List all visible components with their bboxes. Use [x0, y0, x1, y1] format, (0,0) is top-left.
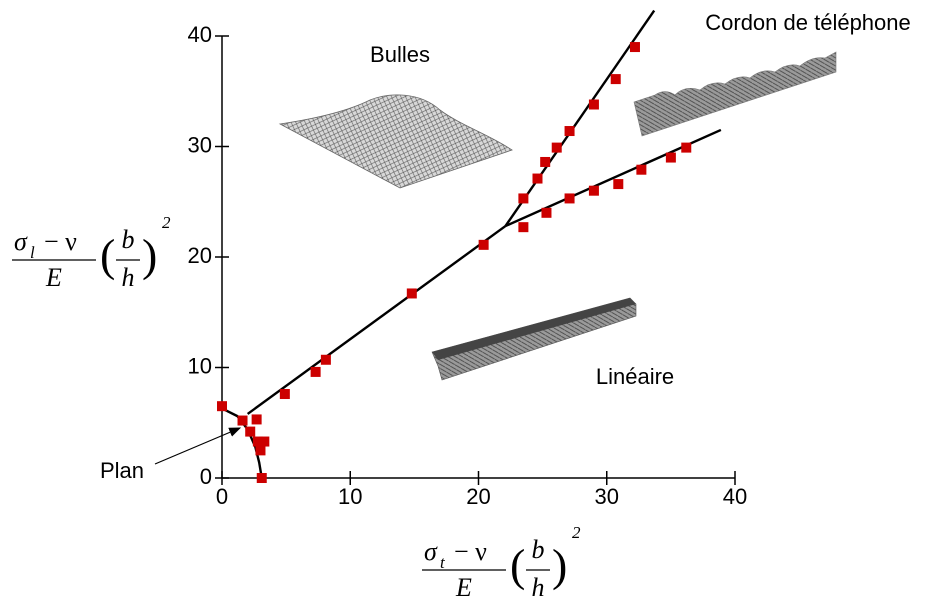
y-tick-label: 20 — [188, 243, 212, 268]
x-tick-label: 30 — [595, 484, 619, 509]
label-part: E — [455, 573, 472, 602]
data-point — [610, 74, 621, 85]
paren: ) — [552, 540, 567, 591]
data-point — [251, 414, 262, 425]
data-point — [564, 126, 575, 137]
data-point — [588, 99, 599, 110]
label-part: σ — [424, 537, 438, 566]
fit-line — [504, 9, 656, 227]
x-tick-label: 0 — [216, 484, 228, 509]
data-point — [237, 415, 248, 426]
data-point — [478, 239, 489, 250]
annotation: Linéaire — [596, 364, 674, 389]
x-axis-label: σ t − ν E ( b h ) 2 — [422, 523, 581, 602]
annotation: Plan — [100, 458, 144, 483]
data-point — [320, 354, 331, 365]
data-point — [588, 185, 599, 196]
data-point — [217, 401, 227, 412]
data-point — [256, 473, 267, 483]
data-point — [541, 207, 552, 218]
phone-cord-shape — [633, 51, 837, 137]
fit-line — [221, 407, 263, 479]
data-point — [255, 445, 266, 456]
y-axis-label: σ l − ν E ( b h ) 2 — [12, 213, 171, 292]
paren: ( — [100, 230, 115, 281]
label-part: − ν — [454, 537, 487, 566]
data-point — [252, 436, 263, 447]
annotation-arrow — [154, 427, 242, 465]
data-point — [665, 152, 676, 163]
label-part: t — [440, 553, 446, 572]
data-point — [681, 142, 692, 153]
data-point — [540, 156, 551, 167]
data-point — [245, 426, 256, 437]
data-point — [310, 366, 321, 377]
label-part: 2 — [572, 523, 581, 542]
data-point — [532, 173, 543, 184]
annotation: Cordon de téléphone — [705, 10, 911, 35]
y-tick-label: 0 — [200, 464, 212, 489]
bubble-shape — [278, 94, 513, 189]
data-point — [564, 193, 575, 204]
paren: ( — [510, 540, 525, 591]
y-tick-label: 30 — [188, 132, 212, 157]
data-point — [636, 164, 647, 175]
y-tick-label: 40 — [188, 22, 212, 47]
data-point — [406, 288, 417, 299]
x-tick-label: 40 — [723, 484, 747, 509]
label-part: b — [122, 225, 135, 254]
x-tick-label: 10 — [338, 484, 362, 509]
annotation: Bulles — [370, 42, 430, 67]
label-part: E — [45, 263, 62, 292]
label-part: σ — [14, 227, 28, 256]
label-part: − ν — [44, 227, 77, 256]
paren: ) — [142, 230, 157, 281]
data-point — [259, 436, 270, 447]
data-point — [279, 389, 290, 400]
data-point — [629, 42, 640, 53]
linear-shape — [431, 297, 637, 381]
data-point — [551, 142, 562, 153]
data-point — [518, 222, 529, 233]
label-part: 2 — [162, 213, 171, 232]
x-tick-label: 20 — [466, 484, 490, 509]
label-part: b — [532, 535, 545, 564]
label-part: l — [30, 243, 35, 262]
data-point — [613, 179, 624, 190]
data-point — [518, 193, 529, 204]
y-tick-label: 10 — [188, 353, 212, 378]
label-part: h — [122, 263, 135, 292]
fit-line — [246, 225, 507, 415]
label-part: h — [532, 573, 545, 602]
